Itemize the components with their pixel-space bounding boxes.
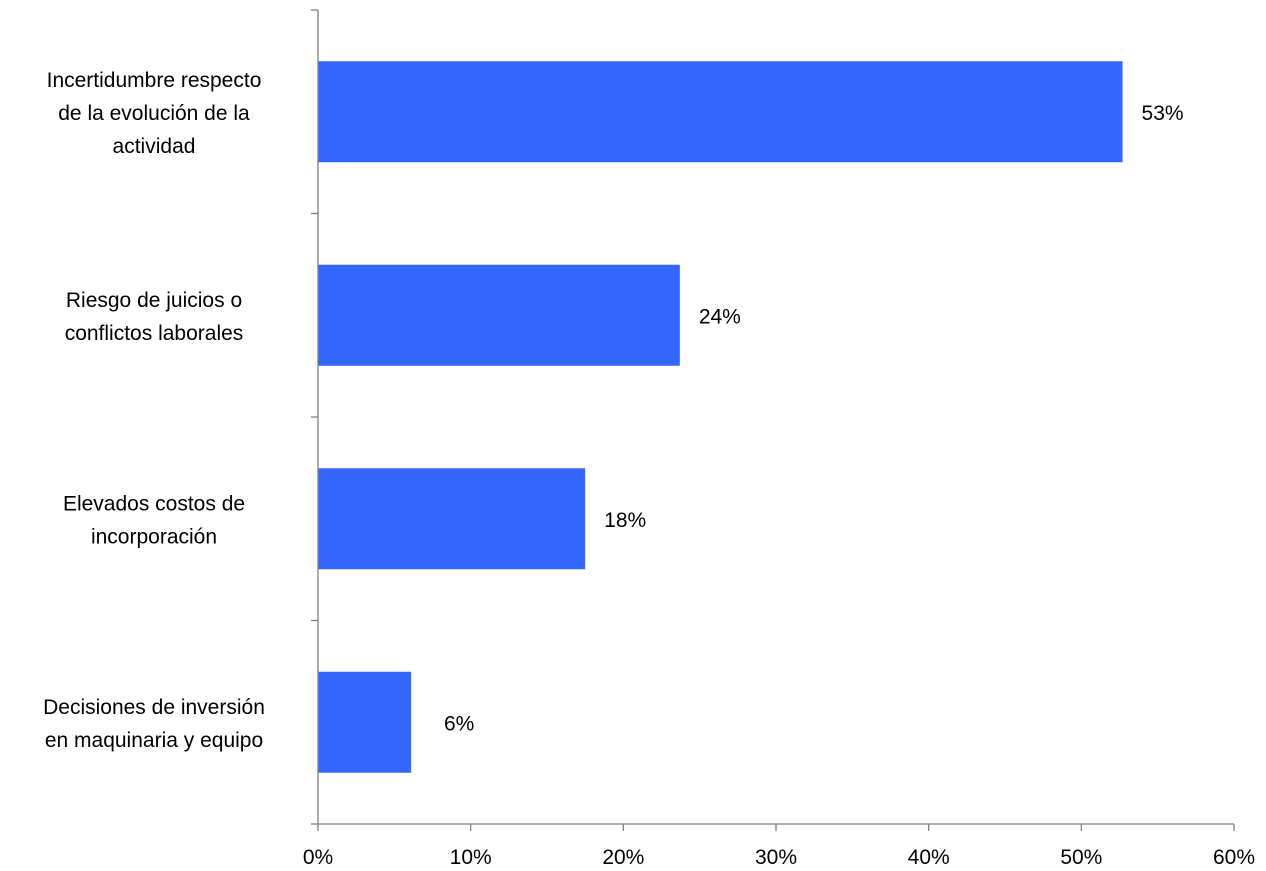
category-label-line: incorporación xyxy=(91,525,217,548)
data-label-0: 53% xyxy=(1142,102,1184,125)
x-tick-label-0: 0% xyxy=(303,846,333,869)
category-label-line: Decisiones de inversión xyxy=(43,696,265,719)
category-label-1: Riesgo de juicios o conflictos laborales xyxy=(65,289,244,345)
data-label-2: 18% xyxy=(604,509,646,532)
x-tick-label-5: 50% xyxy=(1060,846,1102,869)
data-label-1: 24% xyxy=(699,305,741,328)
data-label-3: 6% xyxy=(444,712,474,735)
bar-0 xyxy=(318,61,1123,163)
bars-group xyxy=(318,61,1123,773)
category-label-line: de la evolución de la xyxy=(58,102,250,125)
x-tick-label-2: 20% xyxy=(602,846,644,869)
category-label-line: Elevados costos de xyxy=(63,492,245,515)
category-label-line: Riesgo de juicios o xyxy=(66,289,242,312)
x-tick-label-1: 10% xyxy=(450,846,492,869)
bar-2 xyxy=(318,468,586,570)
category-label-line: en maquinaria y equipo xyxy=(45,729,263,752)
x-tick-label-6: 60% xyxy=(1213,846,1255,869)
category-label-2: Elevados costos de incorporación xyxy=(63,492,245,548)
axes-group xyxy=(311,9,1235,831)
bar-3 xyxy=(318,671,412,773)
category-label-line: actividad xyxy=(113,135,196,158)
x-tick-label-3: 30% xyxy=(755,846,797,869)
labels-group: 53% Incertidumbre respecto de la evolución… xyxy=(43,69,1255,869)
category-label-0: Incertidumbre respecto de la evolución de… xyxy=(47,69,262,158)
category-label-line: conflictos laborales xyxy=(65,322,244,345)
category-label-3: Decisiones de inversión en maquinaria y e… xyxy=(43,696,265,752)
x-tick-label-4: 40% xyxy=(908,846,950,869)
bar-1 xyxy=(318,264,680,366)
category-label-line: Incertidumbre respecto xyxy=(47,69,262,92)
